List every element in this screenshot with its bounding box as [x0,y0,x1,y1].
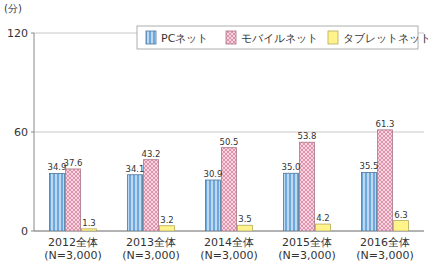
bar [238,225,253,231]
data-label: 43.2 [142,149,161,159]
bars [50,130,409,231]
data-labels: 34.934.130.935.035.537.643.250.553.861.3… [48,119,408,228]
bar [66,169,81,231]
legend-swatch [226,31,236,44]
legend-swatch [146,31,156,44]
data-label: 35.5 [360,161,379,171]
legend-label: モバイルネット [241,32,318,45]
bar [82,229,97,231]
bar [300,142,315,231]
bar [284,173,299,231]
bar [160,226,175,231]
grid-line [34,132,424,133]
legend-swatch [328,31,338,44]
category-label: 2014全体(N=3,000) [200,236,258,261]
bar [378,130,393,231]
data-label: 61.3 [376,119,395,129]
legend-label: PCネット [161,32,208,45]
data-label: 53.8 [298,131,317,141]
chart: 060120(分)34.934.130.935.035.537.643.250.… [0,0,428,261]
data-label: 3.2 [160,215,174,225]
data-label: 3.5 [238,214,252,224]
data-label: 50.5 [220,137,239,147]
category-label: 2012全体(N=3,000) [44,236,102,261]
bar [222,148,237,231]
bar [128,175,143,231]
category-label: 2015全体(N=3,000) [278,236,336,261]
category-label: 2013全体(N=3,000) [122,236,180,261]
data-label: 6.3 [394,210,408,220]
data-label: 34.1 [126,164,145,174]
data-label: 1.3 [82,218,96,228]
tick-label: 0 [21,225,28,238]
bar [394,221,409,231]
bar [362,172,377,231]
legend: PCネット モバイルネット タブレットネット [137,26,428,49]
y-axis [34,33,35,231]
bar [206,180,221,231]
bar [316,224,331,231]
bar [144,160,159,231]
y-label: (分) [4,3,22,14]
tick-label: 120 [7,27,28,40]
data-label: 35.0 [282,162,301,172]
data-label: 4.2 [316,213,330,223]
category-label: 2016全体(N=3,000) [356,236,414,261]
bar [50,173,65,231]
data-label: 37.6 [64,158,83,168]
data-label: 30.9 [204,169,223,179]
tick-label: 60 [14,126,28,139]
legend-label: タブレットネット [343,32,428,45]
chart-svg: 060120(分)34.934.130.935.035.537.643.250.… [0,0,428,261]
